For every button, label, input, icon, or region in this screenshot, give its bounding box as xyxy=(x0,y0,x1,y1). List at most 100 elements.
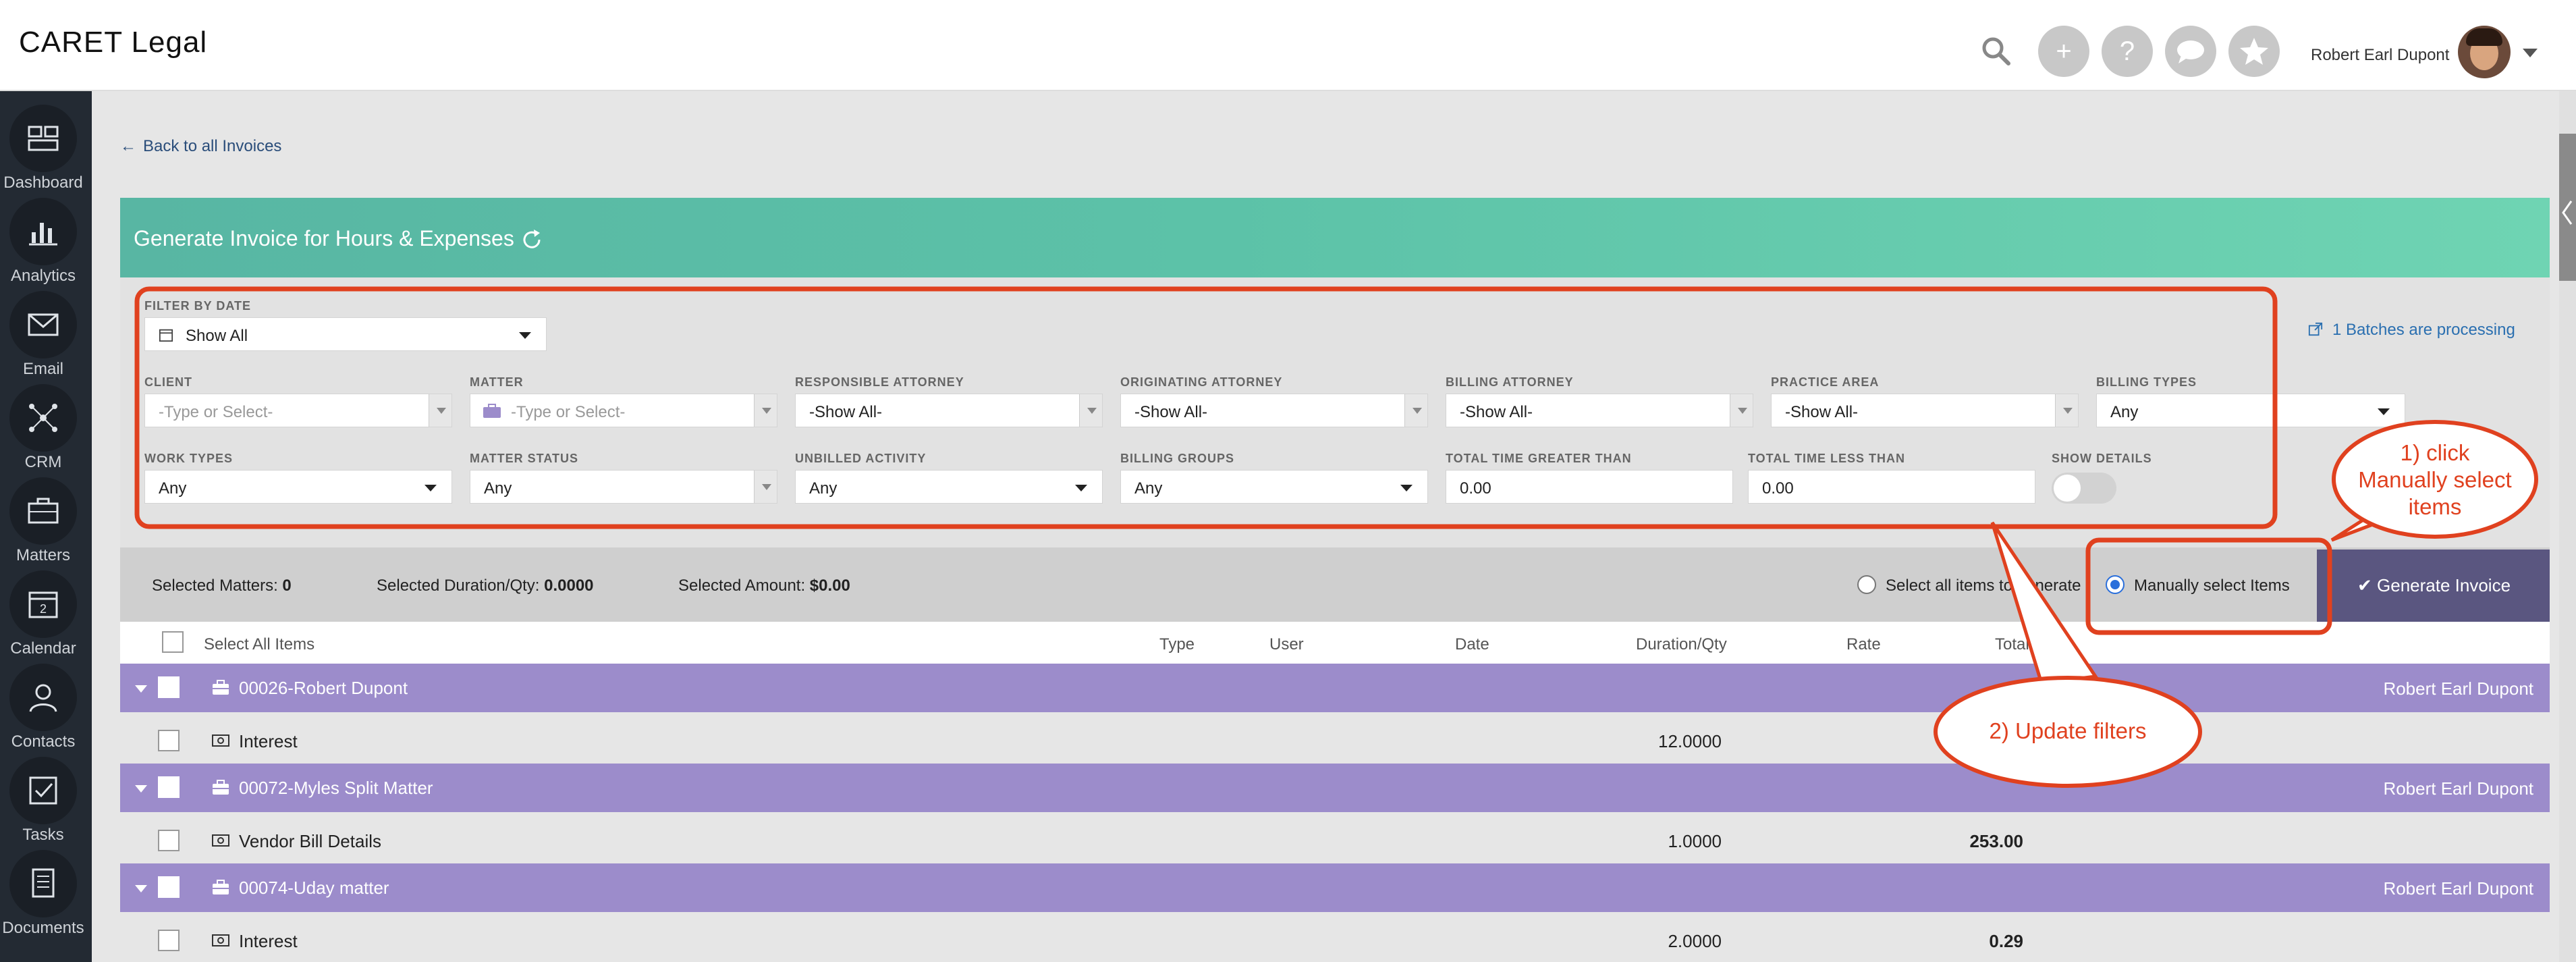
filter-label: SHOW DETAILS xyxy=(2052,452,2152,465)
manually-select-label[interactable]: Manually select Items xyxy=(2134,577,2290,595)
originating-attorney-select[interactable]: -Show All- xyxy=(1120,394,1428,427)
sidebar-item-dashboard[interactable]: Dashboard xyxy=(0,98,92,192)
matter-group-row[interactable]: 00026-Robert Dupont Robert Earl Dupont xyxy=(120,664,2550,712)
matter-status-select[interactable]: Any xyxy=(470,470,777,504)
column-header[interactable]: Duration/Qty xyxy=(1636,635,1727,653)
sidebar-item-documents[interactable]: Documents xyxy=(0,843,92,937)
row-checkbox[interactable] xyxy=(158,830,180,851)
item-name: Vendor Bill Details xyxy=(239,831,381,851)
callout2-text: 2) Update filters xyxy=(1989,718,2147,743)
chevron-down-icon[interactable] xyxy=(754,471,777,503)
matter-group-row[interactable]: 00074-Uday matter Robert Earl Dupont xyxy=(120,863,2550,912)
svg-text:2: 2 xyxy=(40,602,47,616)
row-checkbox[interactable] xyxy=(158,730,180,751)
matter-name: 00026-Robert Dupont xyxy=(239,678,408,698)
chevron-down-icon xyxy=(1400,485,1413,491)
briefcase-icon xyxy=(213,780,229,795)
chevron-down-icon[interactable] xyxy=(135,885,147,892)
crm-icon xyxy=(29,404,57,432)
star-icon[interactable] xyxy=(2228,26,2280,77)
sidebar-item-label: Contacts xyxy=(11,732,76,751)
batches-processing-link[interactable]: 1 Batches are processing xyxy=(2308,321,2515,340)
generate-invoice-button[interactable]: ✔ Generate Invoice xyxy=(2317,550,2550,622)
refresh-icon[interactable] xyxy=(520,228,544,252)
group-checkbox[interactable] xyxy=(158,876,180,898)
matter-group-row[interactable]: 00072-Myles Split Matter Robert Earl Dup… xyxy=(120,764,2550,812)
sidebar-item-calendar[interactable]: 2 Calendar xyxy=(0,564,92,658)
total-time-greater-input[interactable]: 0.00 xyxy=(1446,470,1733,504)
sidebar-item-email[interactable]: Email xyxy=(0,284,92,378)
chevron-down-icon[interactable] xyxy=(135,785,147,793)
filter-label: MATTER STATUS xyxy=(470,452,578,465)
chevron-left-icon[interactable] xyxy=(2559,196,2576,230)
back-link[interactable]: ← Back to all Invoices xyxy=(120,137,281,156)
client-input[interactable]: -Type or Select- xyxy=(144,394,452,427)
help-icon[interactable]: ? xyxy=(2102,26,2153,77)
table-row[interactable]: Vendor Bill Details 1.0000 253.00 xyxy=(120,815,2550,866)
app-logo[interactable]: CARET Legal xyxy=(19,26,208,59)
filter-label: FILTER BY DATE xyxy=(144,299,251,313)
sidebar-item-analytics[interactable]: Analytics xyxy=(0,191,92,285)
chevron-down-icon[interactable] xyxy=(429,394,451,427)
user-name[interactable]: Robert Earl Dupont xyxy=(2311,46,2450,64)
column-header[interactable]: Date xyxy=(1455,635,1489,653)
table-header: Select All Items Type User Date Duration… xyxy=(120,622,2550,664)
avatar[interactable] xyxy=(2458,26,2511,78)
sidebar-item-crm[interactable]: CRM xyxy=(0,377,92,471)
column-header[interactable]: Rate xyxy=(1846,635,1881,653)
chevron-down-icon[interactable] xyxy=(1079,394,1102,427)
sidebar-item-label: Calendar xyxy=(10,639,76,658)
chevron-down-icon[interactable] xyxy=(2523,49,2538,57)
column-header[interactable]: User xyxy=(1269,635,1304,653)
sidebar-item-contacts[interactable]: Contacts xyxy=(0,657,92,751)
money-icon xyxy=(212,734,229,747)
analytics-icon xyxy=(29,223,57,246)
briefcase-icon xyxy=(28,498,59,524)
manually-select-radio[interactable] xyxy=(2106,575,2125,594)
item-duration: 1.0000 xyxy=(1668,831,1722,851)
filter-by-date-select[interactable]: Show All xyxy=(144,317,547,351)
responsible-attorney-select[interactable]: -Show All- xyxy=(795,394,1103,427)
sidebar-item-matters[interactable]: Matters xyxy=(0,471,92,564)
show-details-toggle[interactable] xyxy=(2052,473,2116,504)
column-header[interactable]: Total xyxy=(1995,635,2029,653)
selection-bar: Selected Matters: 0 Selected Duration/Qt… xyxy=(120,547,2550,622)
chevron-down-icon[interactable] xyxy=(2055,394,2078,427)
billing-attorney-select[interactable]: -Show All- xyxy=(1446,394,1753,427)
chevron-down-icon[interactable] xyxy=(754,394,777,427)
row-checkbox[interactable] xyxy=(158,930,180,951)
item-duration: 2.0000 xyxy=(1668,931,1722,951)
sidebar-item-tasks[interactable]: Tasks xyxy=(0,750,92,844)
select-all-checkbox[interactable] xyxy=(162,631,184,653)
input-placeholder: -Type or Select- xyxy=(511,403,626,421)
add-icon[interactable]: + xyxy=(2038,26,2089,77)
filter-label: RESPONSIBLE ATTORNEY xyxy=(795,375,964,389)
total-time-less-input[interactable]: 0.00 xyxy=(1748,470,2035,504)
chat-icon[interactable] xyxy=(2165,26,2216,77)
item-total: 253.00 xyxy=(1969,831,2023,851)
group-checkbox[interactable] xyxy=(158,776,180,798)
search-icon[interactable] xyxy=(1979,34,2012,68)
sidebar: Dashboard Analytics Email CRM Matters 2 … xyxy=(0,91,92,962)
work-types-select[interactable]: Any xyxy=(144,470,452,504)
practice-area-select[interactable]: -Show All- xyxy=(1771,394,2079,427)
billing-types-select[interactable]: Any xyxy=(2096,394,2405,427)
filter-label: PRACTICE AREA xyxy=(1771,375,1880,389)
select-all-radio[interactable] xyxy=(1857,575,1876,594)
chevron-down-icon[interactable] xyxy=(135,685,147,693)
group-checkbox[interactable] xyxy=(158,676,180,698)
select-value: -Show All- xyxy=(1134,403,1208,421)
calendar-icon xyxy=(159,329,173,342)
filter-label: ORIGINATING ATTORNEY xyxy=(1120,375,1283,389)
matter-input[interactable]: -Type or Select- xyxy=(470,394,777,427)
table-row[interactable]: Interest 2.0000 0.29 xyxy=(120,915,2550,962)
chevron-down-icon[interactable] xyxy=(1404,394,1427,427)
unbilled-activity-select[interactable]: Any xyxy=(795,470,1103,504)
select-all-label[interactable]: Select All Items xyxy=(204,635,315,653)
chevron-down-icon[interactable] xyxy=(1730,394,1753,427)
select-all-label[interactable]: Select all items to generate xyxy=(1886,577,2081,595)
documents-icon xyxy=(32,868,55,898)
billing-groups-select[interactable]: Any xyxy=(1120,470,1428,504)
column-header[interactable]: Type xyxy=(1159,635,1195,653)
sidebar-item-label: Analytics xyxy=(10,267,76,285)
